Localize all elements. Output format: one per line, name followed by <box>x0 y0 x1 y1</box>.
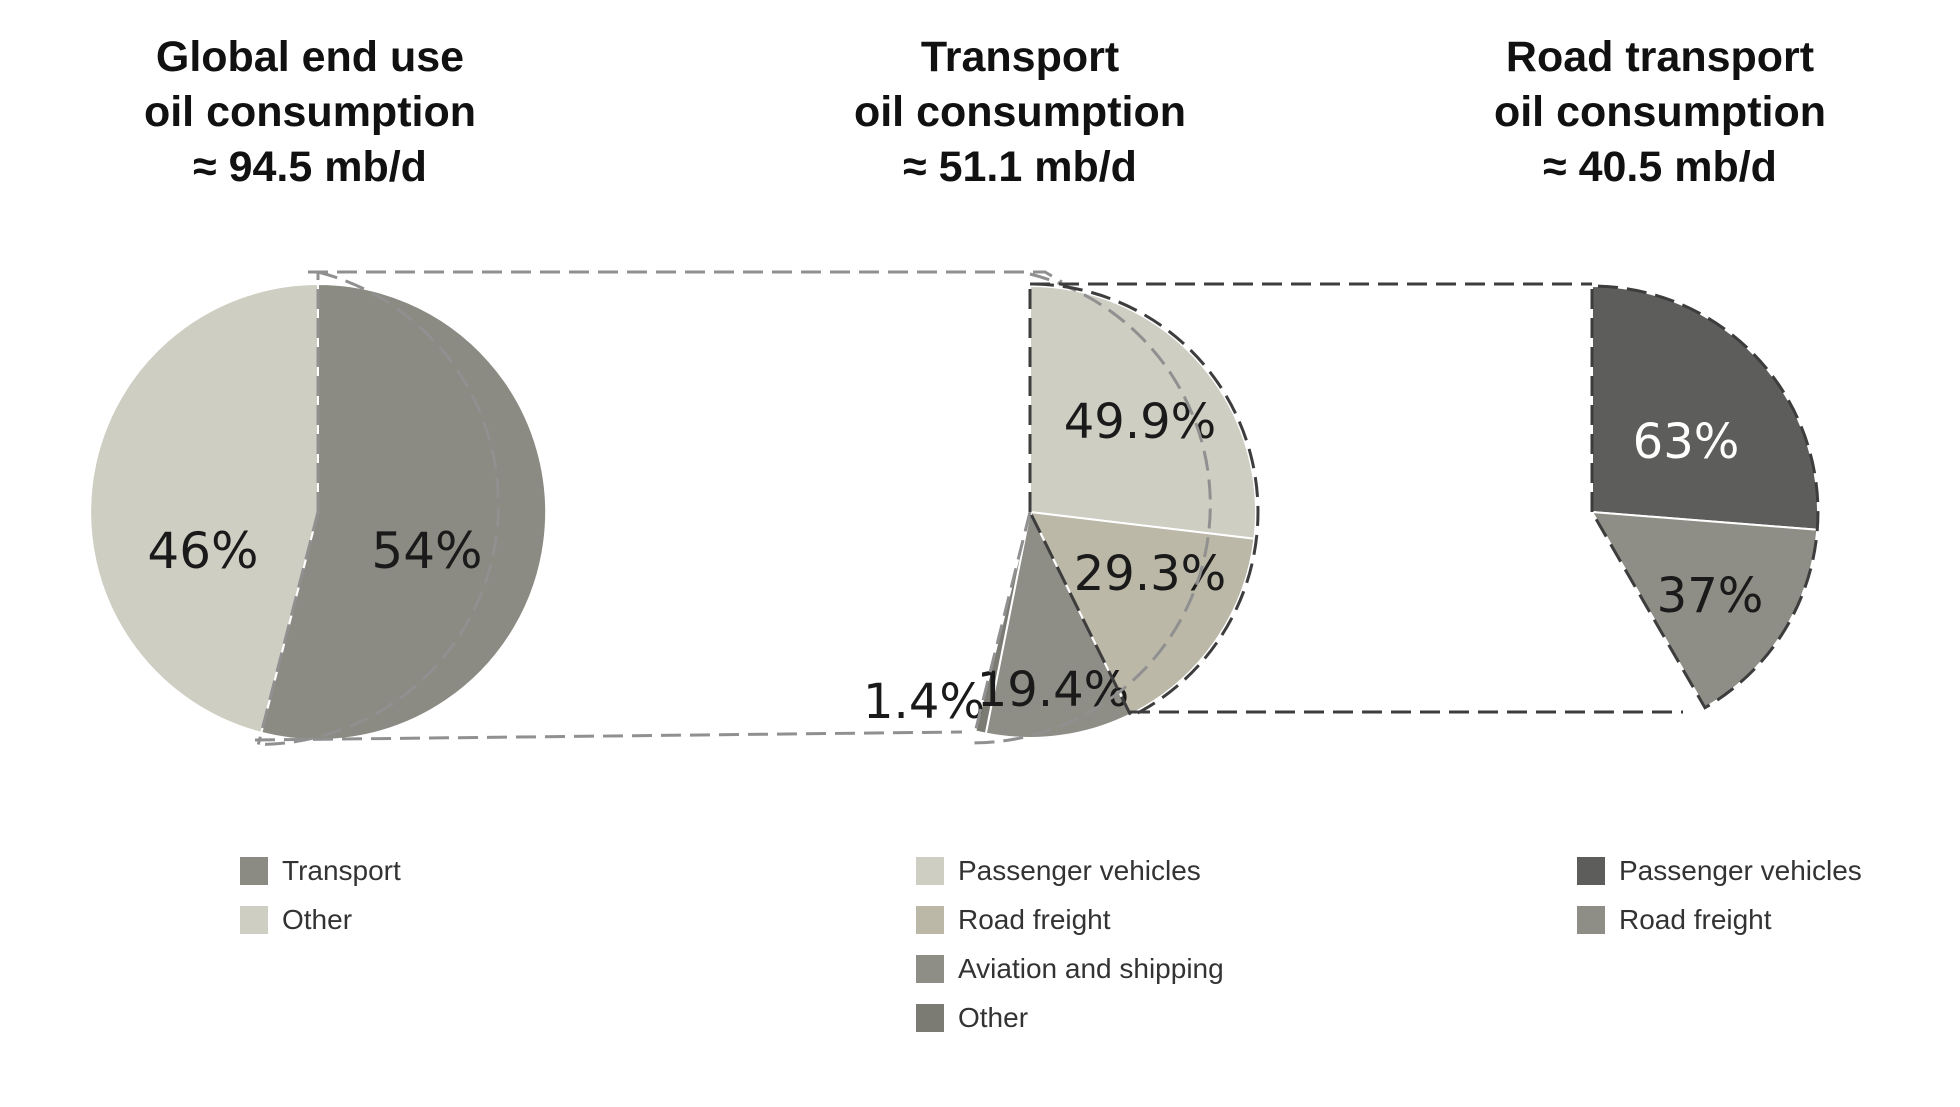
connector-top-1-2 <box>308 270 1063 284</box>
chart2-slice-passenger-vehicles <box>1029 284 1257 540</box>
chart1-label-transport: 54% <box>371 522 482 580</box>
legend-swatch <box>916 954 944 983</box>
chart3-legend-item-road-freight: Road freight <box>1577 895 1862 944</box>
legend-label: Passenger vehicles <box>958 854 1201 886</box>
pie-charts-svg: 54% 46% 49.9% 29.3% 19.4%1.4% 63% 37% <box>89 270 1820 746</box>
chart2-title: Transport oil consumption ≈ 51.1 mb/d <box>820 30 1220 195</box>
chart1-title: Global end use oil consumption ≈ 94.5 mb… <box>110 30 510 195</box>
chart1-transport-outline <box>258 270 500 746</box>
chart2-road-outline <box>1028 282 1260 719</box>
chart2-slice-aviation-and-shipping <box>984 508 1132 739</box>
chart1-title-line1: Global end use <box>155 33 465 81</box>
chart2-title-line2: oil consumption <box>853 88 1187 136</box>
legend-swatch <box>916 1003 944 1032</box>
legend-label: Aviation and shipping <box>958 952 1224 984</box>
chart2-label-other: 1.4% <box>863 674 985 730</box>
legend-swatch <box>916 856 944 885</box>
chart2-legend-item-aviation-and-shipping: Aviation and shipping <box>916 944 1224 993</box>
legend-swatch <box>240 856 268 885</box>
legend-swatch <box>1577 856 1605 885</box>
legend-label: Other <box>958 1001 1029 1033</box>
chart1-legend-item-transport: Transport <box>240 846 401 895</box>
legend-label: Transport <box>282 854 401 886</box>
legend-label: Road freight <box>958 903 1111 935</box>
chart1-legend-item-other: Other <box>240 895 401 944</box>
legend-swatch <box>1577 905 1605 934</box>
chart2-label-aviation-and-shipping: 19.4% <box>977 662 1129 718</box>
legend-swatch <box>916 905 944 934</box>
connector-bottom-1-2 <box>254 730 963 742</box>
chart3-legend: Passenger vehicles Road freight <box>1577 846 1862 944</box>
chart2-slice-other <box>974 511 1031 735</box>
chart2-label-passenger-vehicles: 49.9% <box>1064 394 1216 450</box>
chart2-legend-item-road-freight: Road freight <box>916 895 1224 944</box>
chart2-outline-arc <box>972 272 1212 745</box>
chart2-slice-road-freight <box>1028 510 1256 716</box>
chart3-title-line3: ≈ 40.5 mb/d <box>1543 143 1777 191</box>
chart1-label-other: 46% <box>147 522 258 580</box>
chart1-transport-outline-edge <box>256 511 320 745</box>
chart2-title-line3: ≈ 51.1 mb/d <box>903 143 1137 191</box>
chart2-outline-edge <box>972 511 1032 738</box>
legend-label: Passenger vehicles <box>1619 854 1862 886</box>
chart1-legend: Transport Other <box>240 846 401 944</box>
chart1-slice-other <box>89 282 319 735</box>
chart2-legend-item-other: Other <box>916 993 1224 1042</box>
chart3-outline <box>1590 284 1820 710</box>
chart3-legend-item-passenger-vehicles: Passenger vehicles <box>1577 846 1862 895</box>
legend-swatch <box>240 905 268 934</box>
chart3-title-line2: oil consumption <box>1493 88 1827 136</box>
chart2-legend: Passenger vehicles Road freight Aviation a… <box>916 846 1224 1042</box>
chart3-label-passenger-vehicles: 63% <box>1633 414 1740 470</box>
chart3-title-line1: Road transport <box>1505 33 1815 81</box>
chart3-label-road-freight: 37% <box>1657 568 1764 624</box>
chart2-label-road-freight: 29.3% <box>1074 546 1226 602</box>
legend-label: Road freight <box>1619 903 1772 935</box>
chart1-title-line2: oil consumption <box>143 88 477 136</box>
chart2-legend-item-passenger-vehicles: Passenger vehicles <box>916 846 1224 895</box>
chart3-title: Road transport oil consumption ≈ 40.5 mb… <box>1440 30 1880 195</box>
chart3-slice-passenger-vehicles <box>1591 284 1819 531</box>
chart1-title-line3: ≈ 94.5 mb/d <box>193 143 427 191</box>
legend-label: Other <box>282 903 353 935</box>
chart2-title-line1: Transport <box>920 33 1120 81</box>
